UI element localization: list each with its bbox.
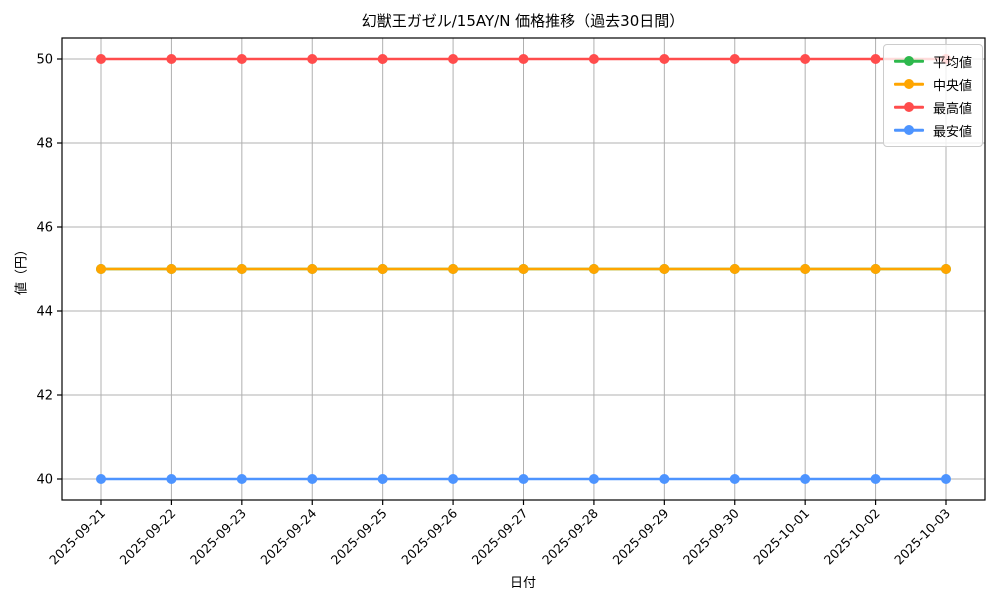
series-marker-最高値 — [729, 54, 740, 64]
x-tick-label: 2025-09-26 — [398, 505, 460, 567]
series-marker-最安値 — [307, 474, 318, 484]
y-tick-label: 42 — [36, 389, 53, 404]
x-tick-label: 2025-09-29 — [609, 505, 671, 567]
series-marker-最高値 — [448, 54, 459, 64]
x-tick-label: 2025-10-02 — [821, 506, 883, 568]
series-marker-最高値 — [518, 54, 529, 64]
series-marker-最安値 — [377, 474, 388, 484]
y-tick-label: 44 — [36, 305, 53, 320]
legend-item-最安値: 最安値 — [893, 121, 972, 140]
y-tick-label: 50 — [36, 53, 53, 68]
series-marker-最高値 — [166, 54, 177, 64]
series-marker-最高値 — [307, 54, 318, 64]
series-marker-最安値 — [870, 474, 881, 484]
y-tick-label: 40 — [36, 473, 53, 488]
series-marker-最安値 — [166, 474, 177, 484]
x-tick-label: 2025-10-01 — [750, 506, 812, 568]
x-tick-label: 2025-09-27 — [469, 506, 531, 568]
legend-item-平均値: 平均値 — [893, 52, 972, 71]
y-tick-label: 48 — [36, 137, 53, 152]
series-marker-最安値 — [729, 474, 740, 484]
x-tick-label: 2025-09-21 — [46, 506, 108, 568]
legend-label: 最高値 — [932, 101, 972, 117]
x-tick-label: 2025-09-22 — [117, 506, 179, 568]
series-marker-中央値 — [307, 264, 318, 274]
series-marker-中央値 — [941, 264, 951, 274]
series-marker-最安値 — [96, 474, 106, 484]
x-tick-label: 2025-09-28 — [539, 505, 601, 567]
series-marker-最高値 — [96, 54, 106, 64]
series-marker-最高値 — [800, 54, 811, 64]
series-marker-最安値 — [941, 474, 951, 484]
series-marker-中央値 — [659, 264, 670, 274]
series-marker-最高値 — [659, 54, 670, 64]
legend-marker-icon — [893, 55, 924, 67]
series-marker-中央値 — [377, 264, 388, 274]
series-marker-中央値 — [96, 264, 106, 274]
series-marker-最安値 — [518, 474, 529, 484]
series-marker-中央値 — [729, 264, 740, 274]
legend-item-最高値: 最高値 — [893, 98, 972, 117]
legend-marker-icon — [893, 101, 924, 113]
series-marker-最高値 — [588, 54, 599, 64]
series-marker-中央値 — [166, 264, 177, 274]
series-marker-最安値 — [448, 474, 459, 484]
series-marker-最高値 — [377, 54, 388, 64]
legend-marker-icon — [893, 124, 924, 136]
x-tick-label: 2025-09-23 — [187, 506, 249, 568]
chart-title: 幻獣王ガゼル/15AY/N 価格推移（過去30日間） — [361, 12, 685, 30]
series-marker-最安値 — [659, 474, 670, 484]
series-marker-最安値 — [236, 474, 247, 484]
y-axis-label: 値（円） — [14, 242, 30, 296]
series-marker-中央値 — [870, 264, 881, 274]
series-marker-中央値 — [518, 264, 529, 274]
series-marker-中央値 — [448, 264, 459, 274]
legend-item-中央値: 中央値 — [893, 75, 972, 94]
x-tick-label: 2025-09-30 — [680, 505, 742, 567]
legend-label: 最安値 — [932, 124, 972, 140]
series-marker-最高値 — [870, 54, 881, 64]
legend-marker-icon — [893, 78, 924, 90]
series-marker-最安値 — [588, 474, 599, 484]
x-axis-label: 日付 — [509, 576, 537, 591]
legend-label: 中央値 — [932, 78, 972, 94]
legend-label: 平均値 — [932, 55, 972, 71]
legend: 平均値中央値最高値最安値 — [882, 44, 983, 147]
series-marker-中央値 — [588, 264, 599, 274]
x-tick-label: 2025-10-03 — [891, 506, 953, 568]
y-tick-label: 46 — [36, 221, 53, 236]
x-tick-label: 2025-09-25 — [328, 506, 390, 568]
series-marker-最高値 — [236, 54, 247, 64]
series-marker-中央値 — [800, 264, 811, 274]
series-marker-中央値 — [236, 264, 247, 274]
x-tick-label: 2025-09-24 — [257, 505, 319, 567]
series-marker-最安値 — [800, 474, 811, 484]
